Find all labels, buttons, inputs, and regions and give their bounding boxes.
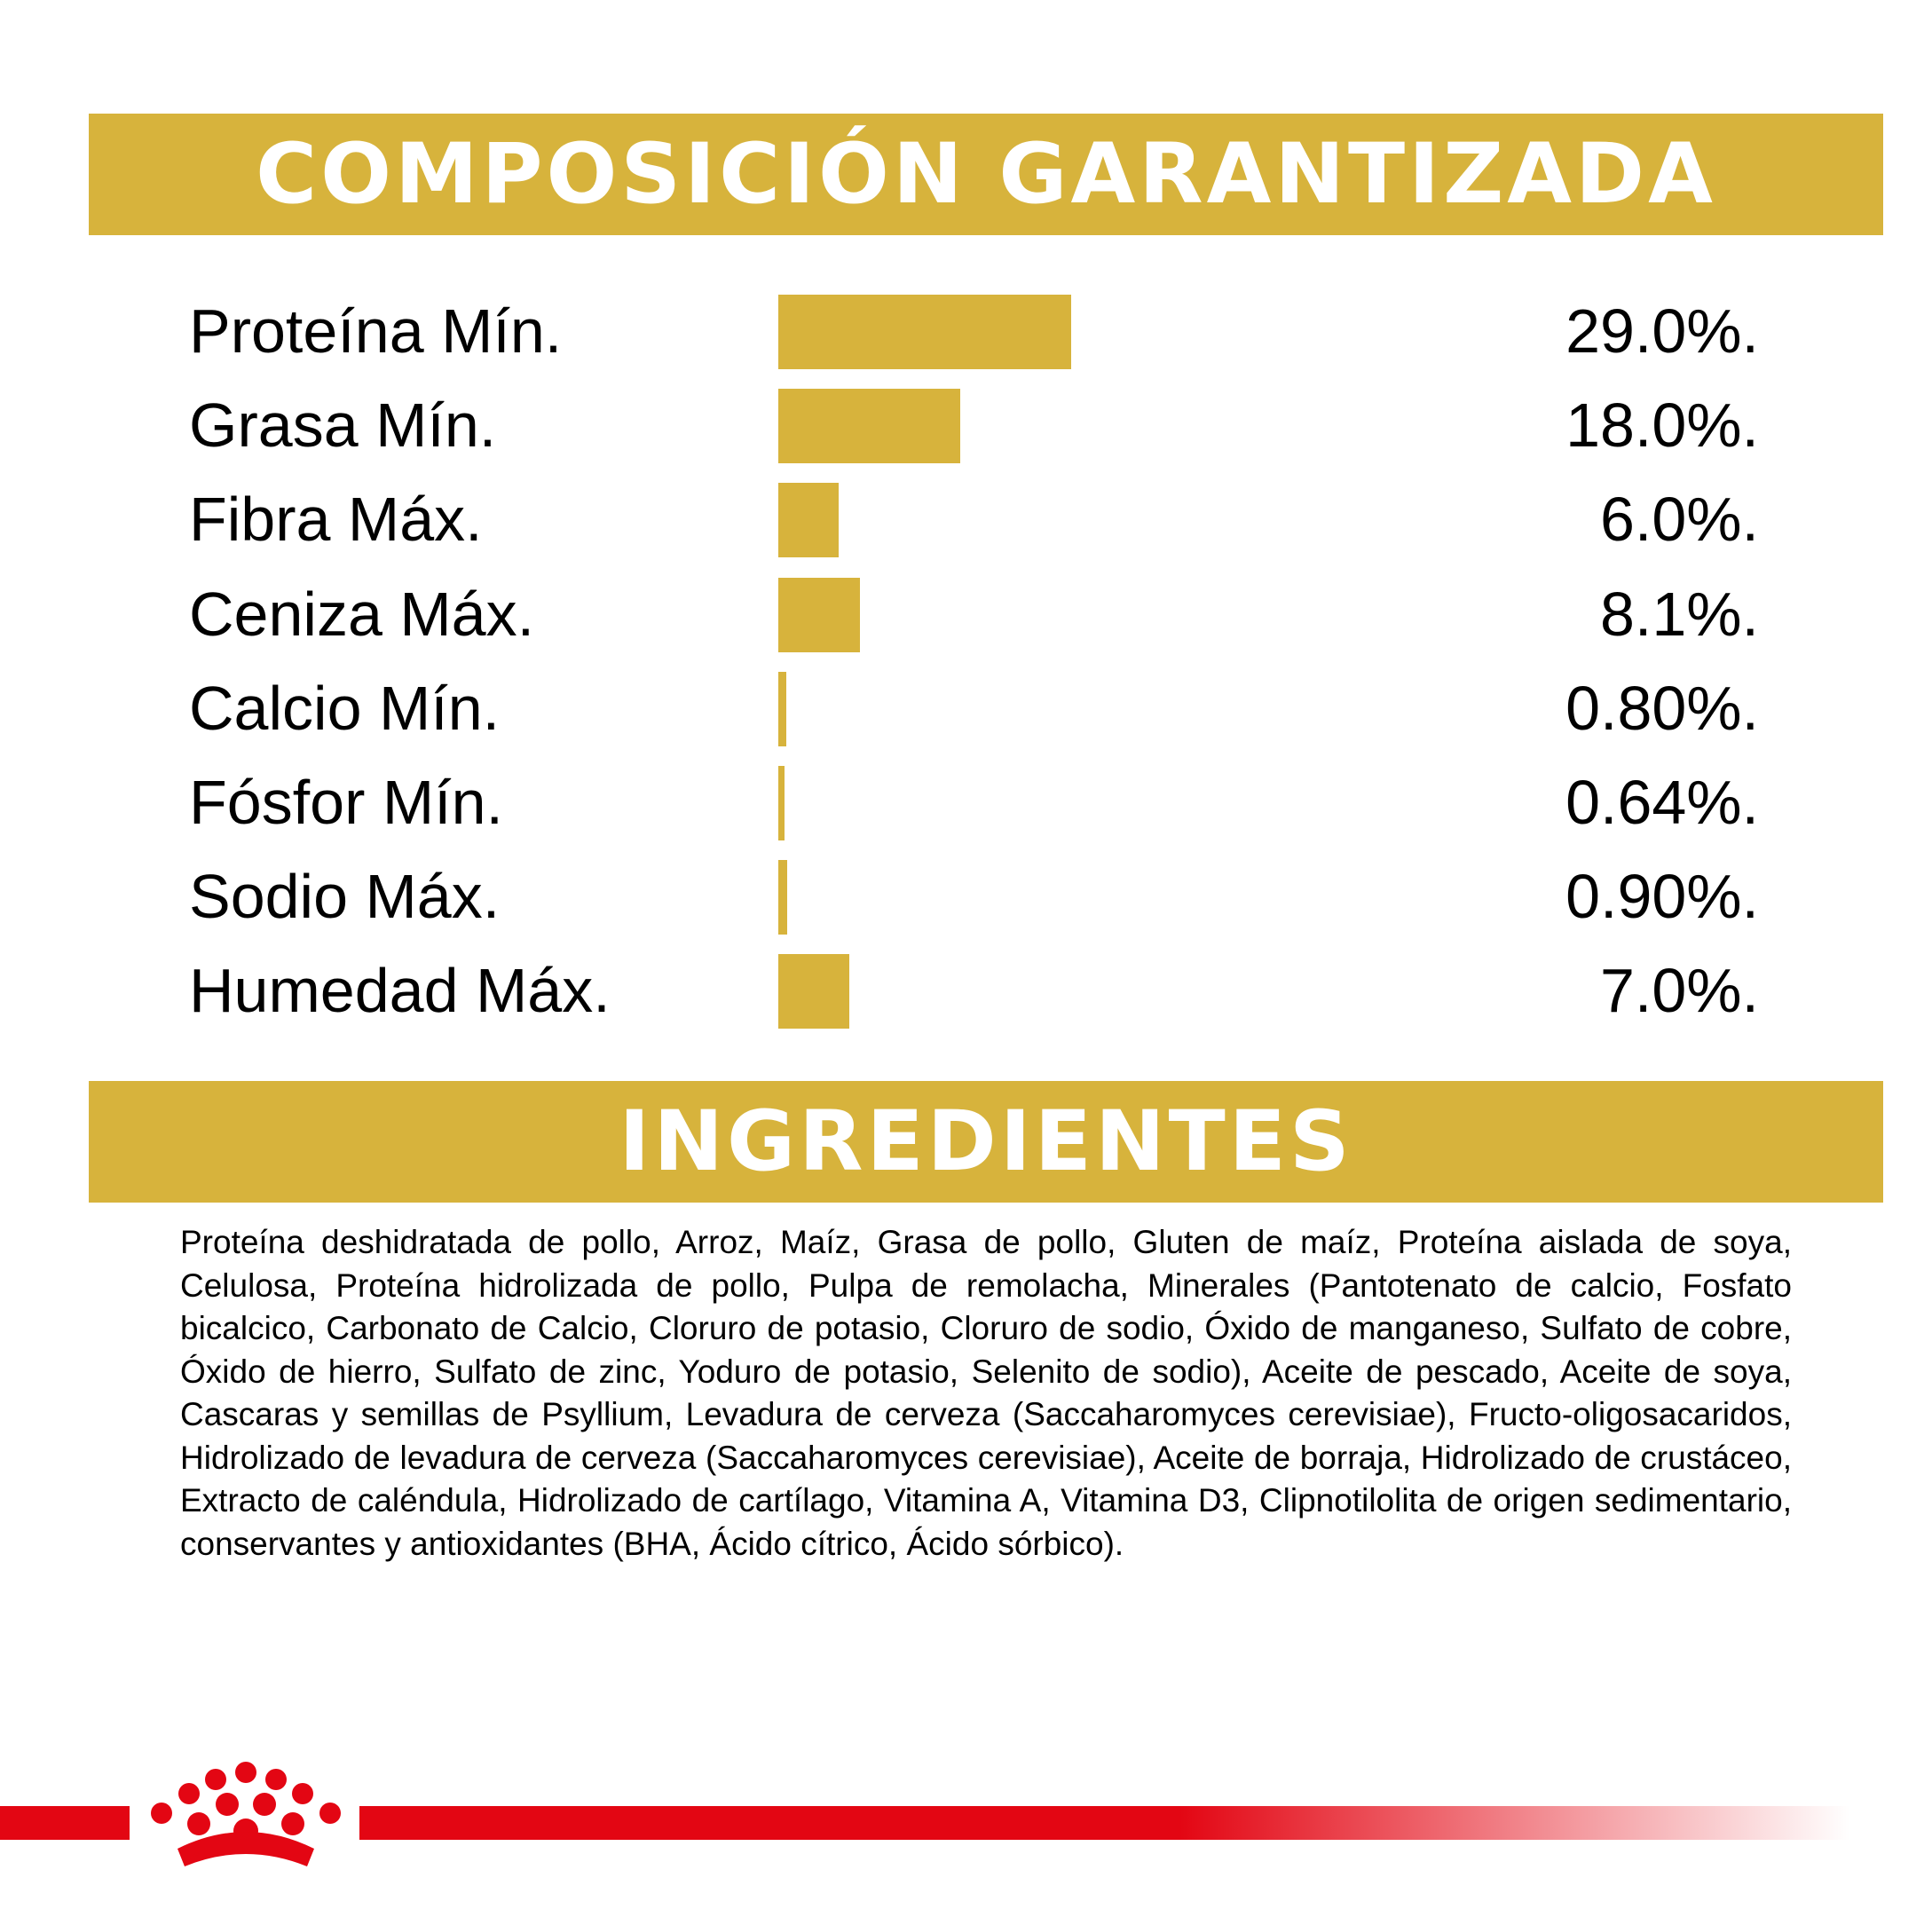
- ingredients-banner: INGREDIENTES: [89, 1081, 1883, 1203]
- nutrient-label: Calcio Mín.: [189, 673, 501, 743]
- nutrient-row: Proteína Mín. 29.0%.: [0, 284, 1932, 378]
- nutrient-bar: [778, 860, 788, 935]
- nutrient-label: Sodio Máx.: [189, 862, 501, 932]
- nutrient-bar: [778, 483, 840, 558]
- nutrient-label: Ceniza Máx.: [189, 579, 535, 649]
- nutrient-row: Fósfor Mín. 0.64%.: [0, 755, 1932, 849]
- nutrient-value: 0.80%.: [1565, 673, 1759, 743]
- nutrient-bar: [778, 295, 1071, 369]
- nutrient-row: Grasa Mín. 18.0%.: [0, 378, 1932, 472]
- nutrient-bar: [778, 766, 785, 840]
- ingredients-title: INGREDIENTES: [619, 1093, 1353, 1190]
- nutrient-label: Proteína Mín.: [189, 296, 563, 366]
- nutrient-value: 7.0%.: [1600, 956, 1759, 1026]
- brand-line-right: [359, 1806, 1850, 1840]
- nutrient-row: Calcio Mín. 0.80%.: [0, 661, 1932, 755]
- nutrient-value: 0.64%.: [1565, 768, 1759, 837]
- nutrient-row: Ceniza Máx. 8.1%.: [0, 567, 1932, 661]
- brand-line: [0, 1806, 1932, 1842]
- nutrient-row: Sodio Máx. 0.90%.: [0, 849, 1932, 943]
- nutrient-bar: [778, 954, 849, 1030]
- nutrient-bar: [778, 389, 960, 464]
- nutrient-value: 0.90%.: [1565, 862, 1759, 932]
- ingredients-text: Proteína deshidratada de pollo, Arroz, M…: [180, 1224, 1792, 1562]
- nutrient-label: Fibra Máx.: [189, 485, 483, 555]
- nutrient-label: Fósfor Mín.: [189, 768, 503, 837]
- nutrient-row: Humedad Máx. 7.0%.: [0, 943, 1932, 1037]
- nutrient-row: Fibra Máx. 6.0%.: [0, 472, 1932, 566]
- nutrient-bar: [778, 671, 787, 746]
- nutrient-label: Humedad Máx.: [189, 956, 611, 1026]
- nutrient-value: 8.1%.: [1600, 579, 1759, 649]
- nutrient-bar: [778, 577, 861, 652]
- nutrient-value: 29.0%.: [1565, 296, 1759, 366]
- nutrient-value: 6.0%.: [1600, 485, 1759, 555]
- composition-title: COMPOSICIÓN GARANTIZADA: [256, 125, 1716, 223]
- royal-canin-crown-icon: [151, 1762, 341, 1866]
- nutrient-value: 18.0%.: [1565, 391, 1759, 461]
- composition-banner: COMPOSICIÓN GARANTIZADA: [89, 114, 1883, 235]
- brand-line-left: [0, 1806, 130, 1840]
- nutrient-label: Grasa Mín.: [189, 391, 497, 461]
